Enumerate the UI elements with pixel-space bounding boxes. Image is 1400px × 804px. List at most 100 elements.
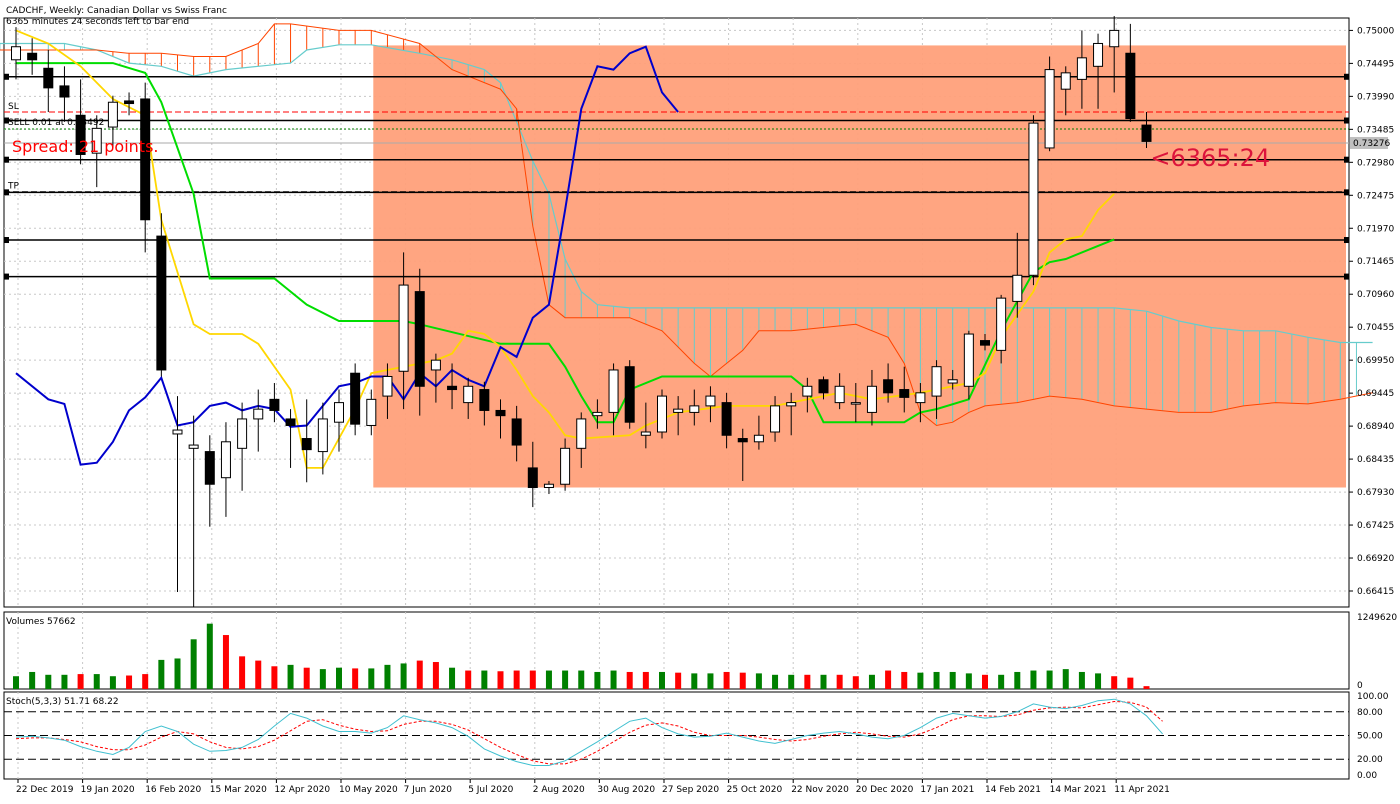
candle-body[interactable] — [350, 372, 361, 425]
volume-bar — [1111, 676, 1118, 689]
level-handle[interactable] — [4, 156, 9, 163]
level-handle[interactable] — [1344, 273, 1349, 280]
volume-bar — [772, 674, 779, 689]
candle-body[interactable] — [124, 100, 135, 105]
highlight-zone[interactable] — [373, 45, 1346, 488]
candle-body[interactable] — [608, 369, 619, 413]
candle-body[interactable] — [915, 392, 926, 404]
candle-body[interactable] — [285, 418, 296, 426]
candle-body[interactable] — [447, 385, 458, 391]
candle-body[interactable] — [834, 385, 845, 404]
level-handle[interactable] — [4, 237, 9, 244]
candle-body[interactable] — [366, 398, 377, 426]
candle-body[interactable] — [721, 402, 732, 436]
candle-body[interactable] — [866, 385, 877, 413]
candle-body[interactable] — [382, 375, 393, 397]
candle-body[interactable] — [204, 451, 215, 485]
price-tick-label: 0.72475 — [1357, 191, 1394, 201]
candle-body[interactable] — [1060, 72, 1071, 90]
candle-body[interactable] — [156, 235, 167, 371]
candle-body[interactable] — [11, 46, 21, 61]
candle-body[interactable] — [527, 467, 538, 489]
candle-body[interactable] — [640, 431, 651, 436]
candle-body[interactable] — [107, 101, 118, 128]
candle-body[interactable] — [802, 385, 813, 397]
candle-body[interactable] — [430, 359, 441, 371]
candle-body[interactable] — [334, 402, 344, 423]
candle-body[interactable] — [91, 127, 102, 154]
candle-body[interactable] — [1109, 29, 1120, 48]
candle-body[interactable] — [818, 379, 829, 394]
candle-body[interactable] — [737, 438, 748, 443]
stochastic-label: Stoch(5,3,3) 51.71 68.22 — [6, 697, 119, 707]
volume-bar — [594, 671, 601, 689]
candle-body[interactable] — [27, 52, 38, 61]
candle-body[interactable] — [1125, 52, 1136, 120]
level-handle[interactable] — [4, 73, 9, 80]
candle-body[interactable] — [398, 284, 409, 372]
candle-body[interactable] — [576, 418, 587, 449]
stochastic-level-label: 100.00 — [1357, 692, 1389, 702]
level-handle[interactable] — [4, 117, 9, 124]
candle-body[interactable] — [850, 402, 861, 405]
candle-body[interactable] — [883, 379, 894, 394]
level-handle[interactable] — [4, 189, 9, 196]
candle-body[interactable] — [770, 405, 781, 433]
candle-body[interactable] — [560, 447, 571, 485]
candle-body[interactable] — [479, 389, 490, 411]
level-handle[interactable] — [1344, 73, 1349, 80]
candle-body[interactable] — [624, 366, 635, 423]
volume-bar — [1030, 670, 1037, 689]
candle-body[interactable] — [1044, 69, 1055, 149]
level-handle[interactable] — [4, 273, 9, 280]
level-handle[interactable] — [1344, 237, 1349, 244]
candle-body[interactable] — [899, 389, 910, 398]
candle-body[interactable] — [220, 441, 231, 479]
candle-body[interactable] — [1076, 57, 1087, 80]
candle-body[interactable] — [753, 434, 764, 443]
candle-body[interactable] — [657, 395, 667, 433]
candle-body[interactable] — [253, 408, 264, 420]
volumes-label: Volumes 57662 — [6, 617, 76, 627]
candle-body[interactable] — [786, 402, 797, 407]
candle-body[interactable] — [543, 483, 554, 489]
candle-body[interactable] — [59, 85, 70, 98]
candle-body[interactable] — [511, 418, 522, 446]
candle-body[interactable] — [172, 429, 183, 435]
candle-body[interactable] — [269, 398, 280, 411]
volume-bar — [885, 670, 892, 689]
candle-body[interactable] — [301, 438, 312, 451]
level-handle[interactable] — [1344, 117, 1349, 124]
level-handle[interactable] — [1344, 189, 1349, 196]
candle-body[interactable] — [463, 385, 474, 404]
volume-bar — [1127, 677, 1134, 689]
candle-body[interactable] — [947, 379, 958, 384]
candle-body[interactable] — [592, 411, 603, 417]
candle-body[interactable] — [43, 67, 54, 89]
candle-body[interactable] — [705, 395, 716, 407]
candle-body[interactable] — [495, 409, 506, 417]
candle-body[interactable] — [237, 418, 248, 449]
candle-body[interactable] — [673, 408, 684, 413]
candle-body[interactable] — [1012, 274, 1023, 302]
candle-body[interactable] — [996, 297, 1007, 351]
level-handle[interactable] — [1344, 156, 1349, 163]
candle-body[interactable] — [317, 418, 328, 453]
candle-body[interactable] — [963, 333, 974, 387]
volume-bar — [642, 671, 649, 689]
date-tick-label: 30 Aug 2020 — [597, 785, 655, 795]
date-tick-label: 22 Nov 2020 — [791, 785, 849, 795]
candle-body[interactable] — [1141, 124, 1152, 142]
candle-body[interactable] — [414, 291, 425, 387]
candle-body[interactable] — [188, 444, 199, 449]
candle-body[interactable] — [931, 366, 942, 397]
candle-body[interactable] — [689, 405, 700, 413]
candle-body[interactable] — [1028, 122, 1039, 276]
candle-body[interactable] — [140, 98, 151, 221]
candle-body[interactable] — [75, 114, 86, 155]
volume-bar — [13, 676, 19, 689]
candle-body[interactable] — [1093, 42, 1104, 67]
candle-body[interactable] — [980, 340, 990, 346]
